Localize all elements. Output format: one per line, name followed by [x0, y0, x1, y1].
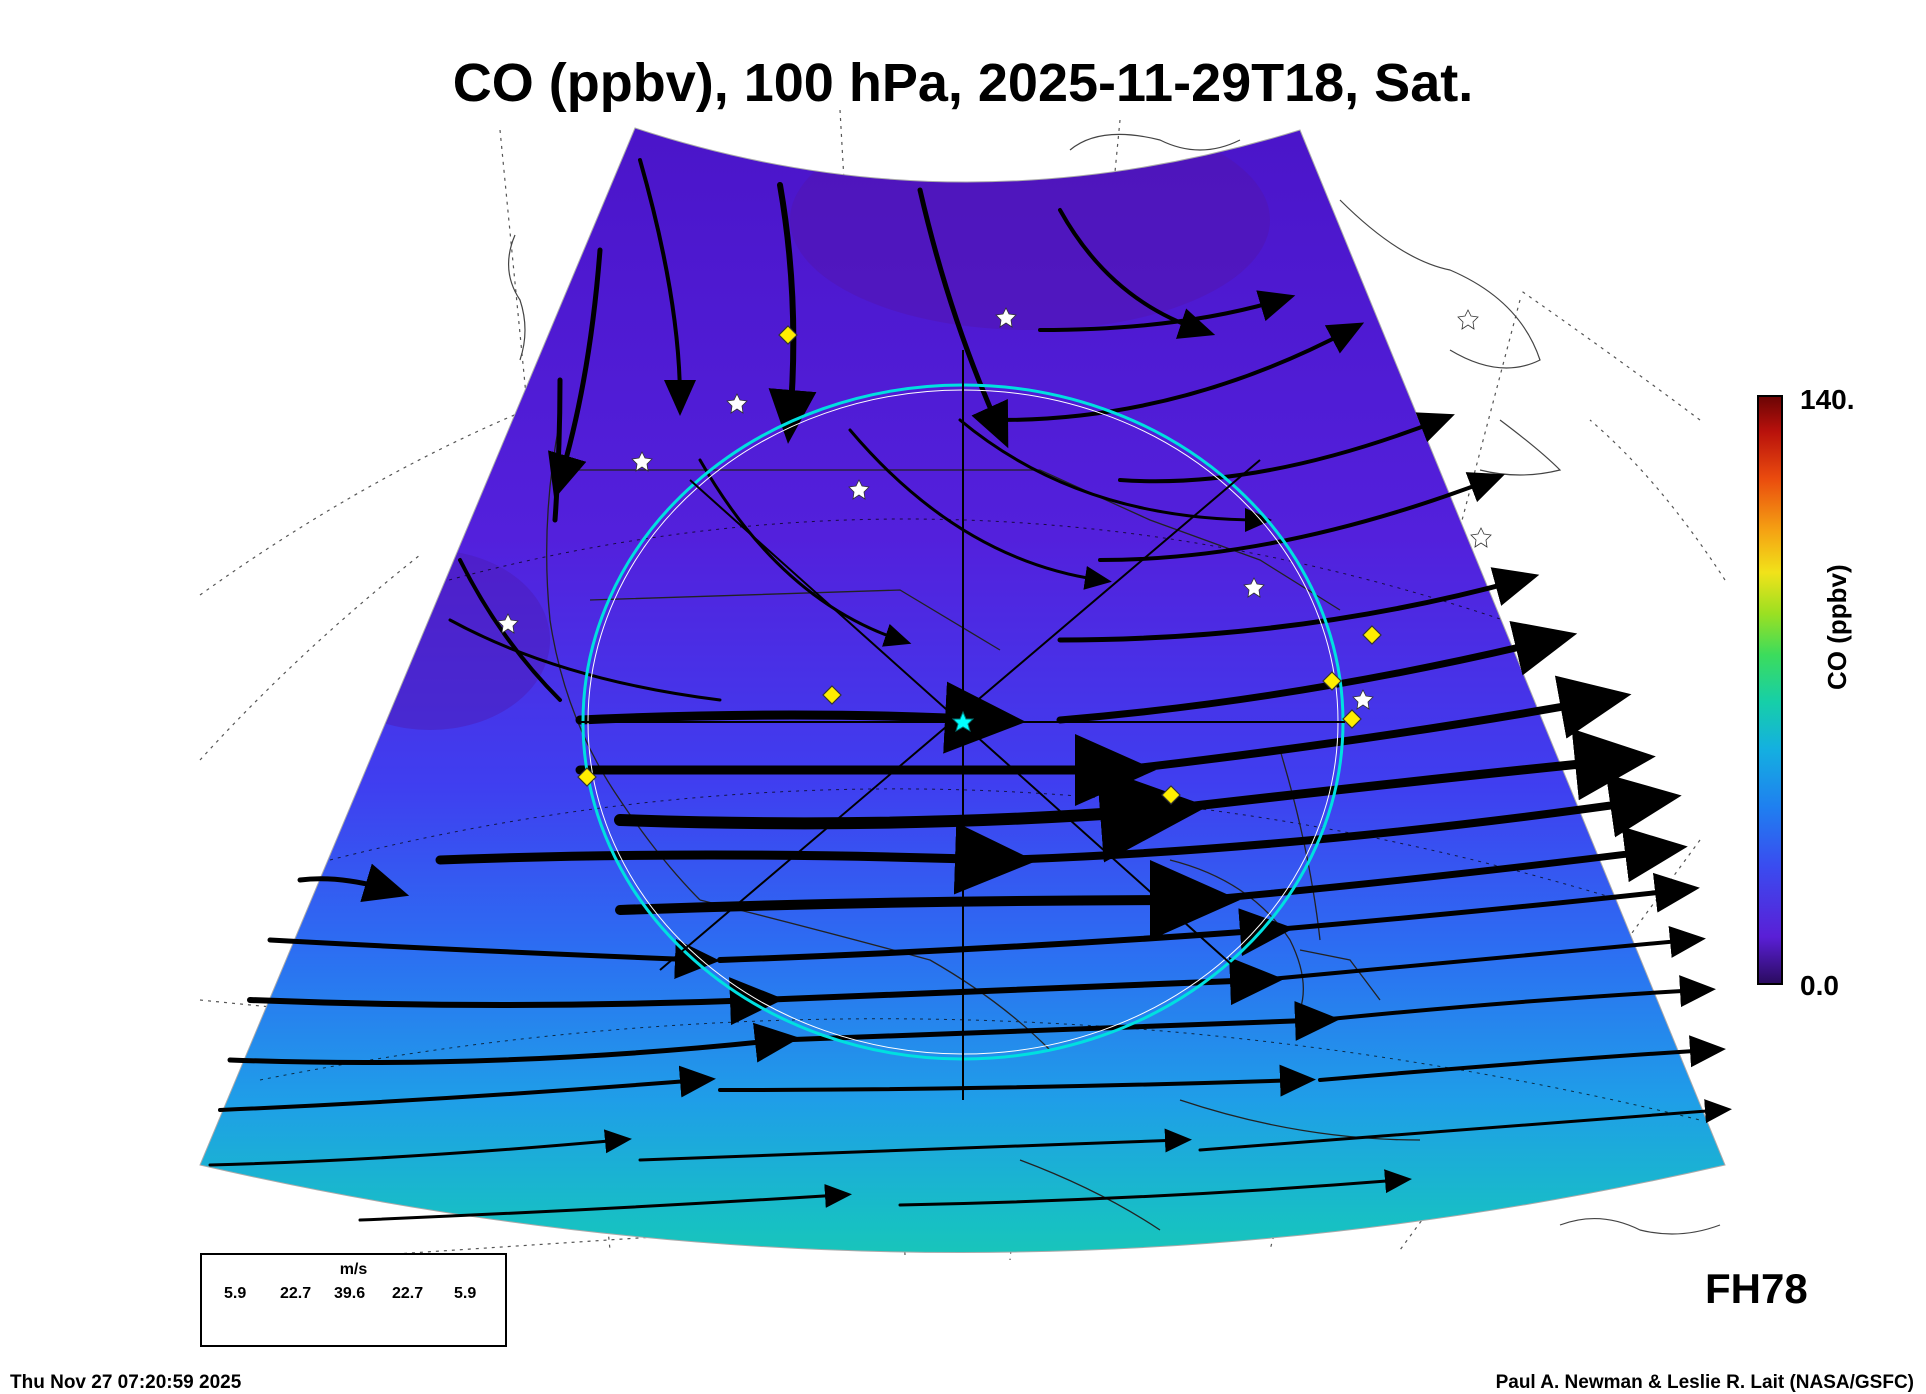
wind-legend: m/s 5.9 22.7 39.6 22.7 5.9 [200, 1253, 507, 1347]
wind-legend-unit: m/s [339, 1261, 368, 1278]
yellow-diamond-markers [577, 325, 1382, 805]
timestamp: Thu Nov 27 07:20:59 2025 [10, 1372, 242, 1393]
coastline [507, 133, 1721, 1235]
white-star-markers [497, 307, 1492, 710]
wind-streamlines [208, 158, 1732, 1222]
wind-legend-value: 22.7 [280, 1285, 312, 1302]
colorbar-title: CO (ppbv) [1822, 564, 1852, 690]
colorbar-max-label: 140. [1800, 384, 1855, 415]
forecast-hour-label: FH78 [1705, 1265, 1808, 1312]
colorbar [1757, 395, 1783, 985]
wind-legend-value: 39.6 [334, 1285, 366, 1302]
page-title: CO (ppbv), 100 hPa, 2025-11-29T18, Sat. [452, 53, 1474, 113]
wind-legend-value: 5.9 [224, 1285, 247, 1302]
wind-legend-value: 22.7 [392, 1285, 424, 1302]
wind-legend-value: 5.9 [454, 1285, 477, 1302]
credit: Paul A. Newman & Leslie R. Lait (NASA/GS… [1495, 1372, 1914, 1393]
colorbar-min-label: 0.0 [1800, 970, 1839, 1001]
center-star-icon [951, 710, 975, 733]
